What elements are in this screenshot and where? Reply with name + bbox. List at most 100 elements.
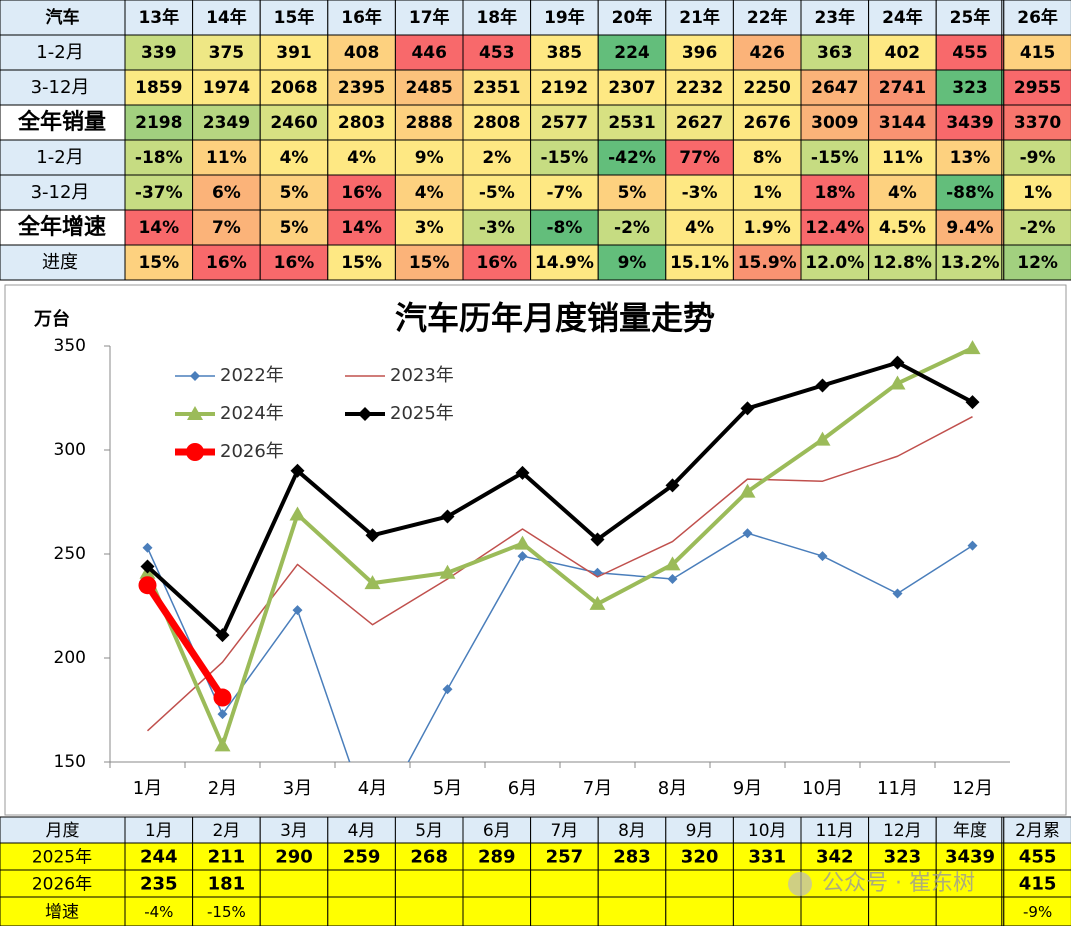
heat-value: 18% xyxy=(814,183,855,203)
row-label-cell xyxy=(0,896,126,926)
heat-cell xyxy=(327,104,396,141)
heat-value: 2676 xyxy=(744,113,791,133)
heat-cell xyxy=(935,174,1005,211)
heat-cell xyxy=(192,139,261,176)
marker xyxy=(187,406,203,420)
table-value: 211 xyxy=(208,847,246,868)
header-cell xyxy=(124,0,194,36)
x-tick-label: 10月 xyxy=(802,778,843,799)
heat-cell xyxy=(732,104,802,141)
header-text: 4月 xyxy=(348,821,376,841)
heat-cell xyxy=(530,69,599,106)
header-cell xyxy=(935,816,1005,844)
heat-value: 2395 xyxy=(338,78,385,98)
heat-value: -88% xyxy=(946,183,994,203)
heat-cell xyxy=(192,34,261,71)
marker xyxy=(815,378,830,393)
table-cell xyxy=(327,896,396,926)
series-line xyxy=(146,416,973,732)
heat-cell xyxy=(597,34,667,71)
table-cell xyxy=(394,842,464,871)
heat-value: -8% xyxy=(546,218,582,238)
row-label: 1-2月 xyxy=(36,147,83,168)
heat-cell xyxy=(665,139,734,176)
header-text: 24年 xyxy=(882,7,923,28)
table-value: 235 xyxy=(140,874,178,895)
heat-value: 2531 xyxy=(608,113,655,133)
heat-value: 339 xyxy=(141,43,177,63)
heat-cell xyxy=(124,34,194,71)
heat-cell xyxy=(800,104,870,141)
table-value: 257 xyxy=(546,847,584,868)
x-tick-label: 12月 xyxy=(952,778,993,799)
x-tick-label: 6月 xyxy=(508,778,537,799)
marker xyxy=(892,588,903,599)
heat-value: 5% xyxy=(618,183,647,203)
header-text: 21年 xyxy=(679,7,720,28)
table-cell xyxy=(732,896,802,926)
heat-value: 4% xyxy=(347,148,376,168)
table-value: 415 xyxy=(1019,874,1057,895)
row-label-cell xyxy=(0,209,126,246)
heat-value: -15% xyxy=(811,148,859,168)
marker xyxy=(517,551,528,562)
plot-area xyxy=(138,340,981,762)
heat-value: 9.4% xyxy=(946,218,993,238)
header-text: 13年 xyxy=(138,7,179,28)
marker xyxy=(215,628,230,643)
heat-cell xyxy=(124,244,194,281)
header-text: 9月 xyxy=(686,821,714,841)
row-label: 1-2月 xyxy=(36,42,83,63)
marker xyxy=(590,532,605,547)
heat-value: 2250 xyxy=(744,78,791,98)
table-value: 289 xyxy=(478,847,516,868)
heat-value: -3% xyxy=(479,218,515,238)
heat-value: -9% xyxy=(1020,148,1056,168)
marker xyxy=(439,564,456,579)
marker xyxy=(965,395,980,410)
marker xyxy=(967,540,978,551)
header-text: 19年 xyxy=(544,7,585,28)
heat-cell xyxy=(192,174,261,211)
heat-value: 16% xyxy=(476,253,517,273)
marker xyxy=(890,355,905,370)
table-cell xyxy=(935,896,1005,926)
heat-cell xyxy=(259,174,329,211)
row-label-cell xyxy=(0,174,126,211)
heat-value: 2647 xyxy=(811,78,858,98)
header-cell xyxy=(732,0,802,36)
header-text: 3月 xyxy=(280,821,308,841)
series-line xyxy=(145,346,974,748)
heat-value: 2192 xyxy=(541,78,588,98)
heat-value: 453 xyxy=(479,43,515,63)
table-cell xyxy=(665,896,734,926)
x-tick-label: 7月 xyxy=(583,778,612,799)
heat-value: 2577 xyxy=(541,113,588,133)
heat-value: -2% xyxy=(614,218,650,238)
header-cell xyxy=(935,0,1005,36)
table-cell xyxy=(800,896,870,926)
heat-value: 224 xyxy=(614,43,650,63)
header-cell xyxy=(597,0,667,36)
y-tick-label: 200 xyxy=(54,648,86,668)
heat-value: -42% xyxy=(608,148,656,168)
header-cell xyxy=(732,816,802,844)
heat-value: 3% xyxy=(415,218,444,238)
table-cell xyxy=(462,869,532,898)
header-text: 16年 xyxy=(341,7,382,28)
heat-value: 4% xyxy=(888,183,917,203)
marker xyxy=(664,556,681,571)
heat-cell xyxy=(530,244,599,281)
heat-value: 6% xyxy=(212,183,241,203)
table-cell xyxy=(192,869,261,898)
table-value: 323 xyxy=(884,847,922,868)
table-cell xyxy=(935,869,1005,898)
header-cell xyxy=(259,816,329,844)
heat-value: 2741 xyxy=(879,78,926,98)
header-cell xyxy=(1003,816,1071,844)
header-text: 月度 xyxy=(46,821,80,841)
header-text: 年度 xyxy=(953,821,987,841)
table-cell xyxy=(462,896,532,926)
heat-cell xyxy=(800,69,870,106)
